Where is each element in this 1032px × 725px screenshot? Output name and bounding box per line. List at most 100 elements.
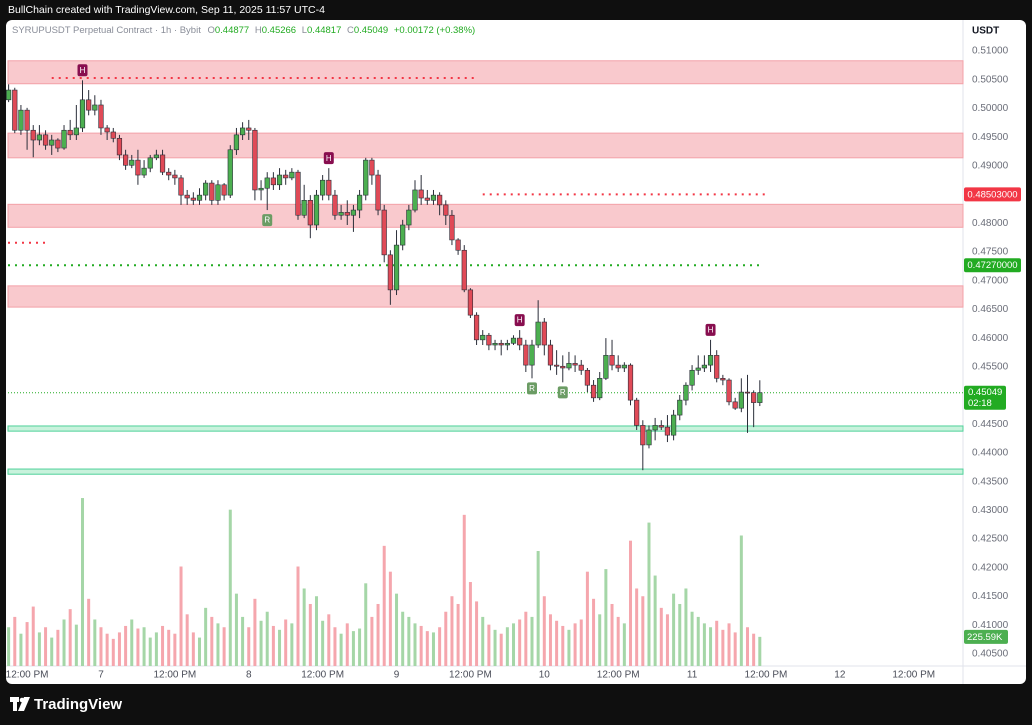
volume-bar [241, 616, 245, 666]
candle-body [412, 189, 418, 211]
volume-bar [604, 569, 608, 666]
candle-body [615, 364, 621, 369]
candle-body [437, 194, 443, 206]
candle-body [123, 154, 129, 166]
candle-body [707, 355, 714, 366]
candle-body [400, 224, 406, 246]
candle-body [757, 392, 763, 403]
volume-bar [727, 623, 731, 666]
volume-bar [752, 633, 756, 666]
volume-bar [179, 566, 183, 666]
candle-body [42, 134, 49, 146]
volume-bar [278, 629, 282, 666]
candle-body [418, 189, 424, 199]
volume-bar [721, 629, 725, 666]
y-tick-label: 0.44500 [972, 419, 1009, 430]
last-price-label: 0.45049 [968, 387, 1002, 398]
y-tick-label: 0.48000 [972, 218, 1009, 229]
volume-bar [739, 535, 743, 666]
volume-bar [345, 623, 349, 666]
volume-bar [222, 627, 226, 666]
candle-body [276, 174, 283, 186]
ohlc-key: H [255, 25, 262, 36]
candle-body [517, 337, 523, 346]
volume-bar [407, 616, 411, 666]
candle-body [30, 129, 36, 141]
candle-body [55, 139, 61, 149]
candle-body [381, 209, 387, 256]
candle-body [467, 289, 474, 316]
candle-body [486, 334, 492, 346]
volume-bar [228, 509, 232, 666]
zone [7, 132, 964, 159]
logo-part [18, 697, 30, 711]
marker-label: R [560, 388, 566, 397]
zone [7, 425, 964, 432]
zone [7, 285, 964, 308]
marker-box [262, 214, 273, 227]
candle-body [92, 104, 98, 111]
candle-body [510, 337, 517, 344]
volume-bar [395, 593, 399, 666]
candle-body [504, 342, 510, 346]
volume-bar [425, 631, 429, 666]
volume-bar [641, 596, 645, 666]
x-tick-label: 7 [98, 670, 104, 681]
y-tick-label: 0.51000 [972, 46, 1009, 57]
volume-bar [284, 619, 288, 666]
volume-bar [370, 616, 374, 666]
volume-bar [536, 551, 540, 666]
candle-body [289, 171, 295, 179]
volume-bar [401, 611, 405, 666]
candle-body [529, 344, 535, 366]
y-tick-label: 0.50000 [972, 103, 1009, 114]
candle-body [24, 109, 30, 131]
candle-body [560, 365, 566, 369]
marker-box [705, 323, 716, 336]
ohlc-key: O [207, 25, 214, 36]
x-tick-label: 9 [394, 670, 400, 681]
x-tick-label: 11 [687, 670, 698, 681]
volume-bar [111, 638, 115, 666]
candle-body [566, 363, 572, 369]
volume-bar [709, 627, 713, 666]
marker-label: H [708, 325, 714, 334]
zone [7, 203, 964, 228]
marker-box [77, 64, 88, 77]
marker-label: R [264, 216, 270, 225]
volume-bar [364, 583, 368, 666]
volume-bar [216, 623, 220, 666]
y-tick-label: 0.46500 [972, 304, 1009, 315]
volume-bar [499, 633, 503, 666]
y-tick-label: 0.47500 [972, 247, 1009, 258]
x-tick-label: 12:00 PM [301, 670, 344, 681]
y-tick-label: 0.42000 [972, 562, 1009, 573]
volume-bar [68, 609, 72, 666]
y-tick-label: 0.41000 [972, 620, 1009, 631]
volume-bar [148, 637, 152, 666]
volume-bar [518, 619, 522, 666]
candle-body [640, 425, 646, 446]
marker-box [514, 314, 525, 327]
volume-bar [579, 619, 583, 666]
candle-body [73, 127, 79, 136]
candle-body [258, 187, 264, 191]
candle-body [6, 89, 12, 101]
candle-body [332, 194, 338, 216]
candle-body [572, 363, 578, 366]
panel [6, 20, 1026, 684]
volume-bar [327, 614, 331, 666]
candle-body [744, 391, 751, 394]
volume-bar [413, 623, 417, 666]
countdown: 02:18 [968, 398, 992, 409]
volume-bar [431, 632, 435, 666]
volume-bar [388, 571, 392, 666]
volume-bar [690, 611, 694, 666]
y-tick-label: 0.43500 [972, 476, 1009, 487]
candle-body [609, 355, 615, 366]
candle-body [104, 127, 110, 133]
candle-body [603, 355, 609, 379]
volume-bar [93, 619, 97, 666]
